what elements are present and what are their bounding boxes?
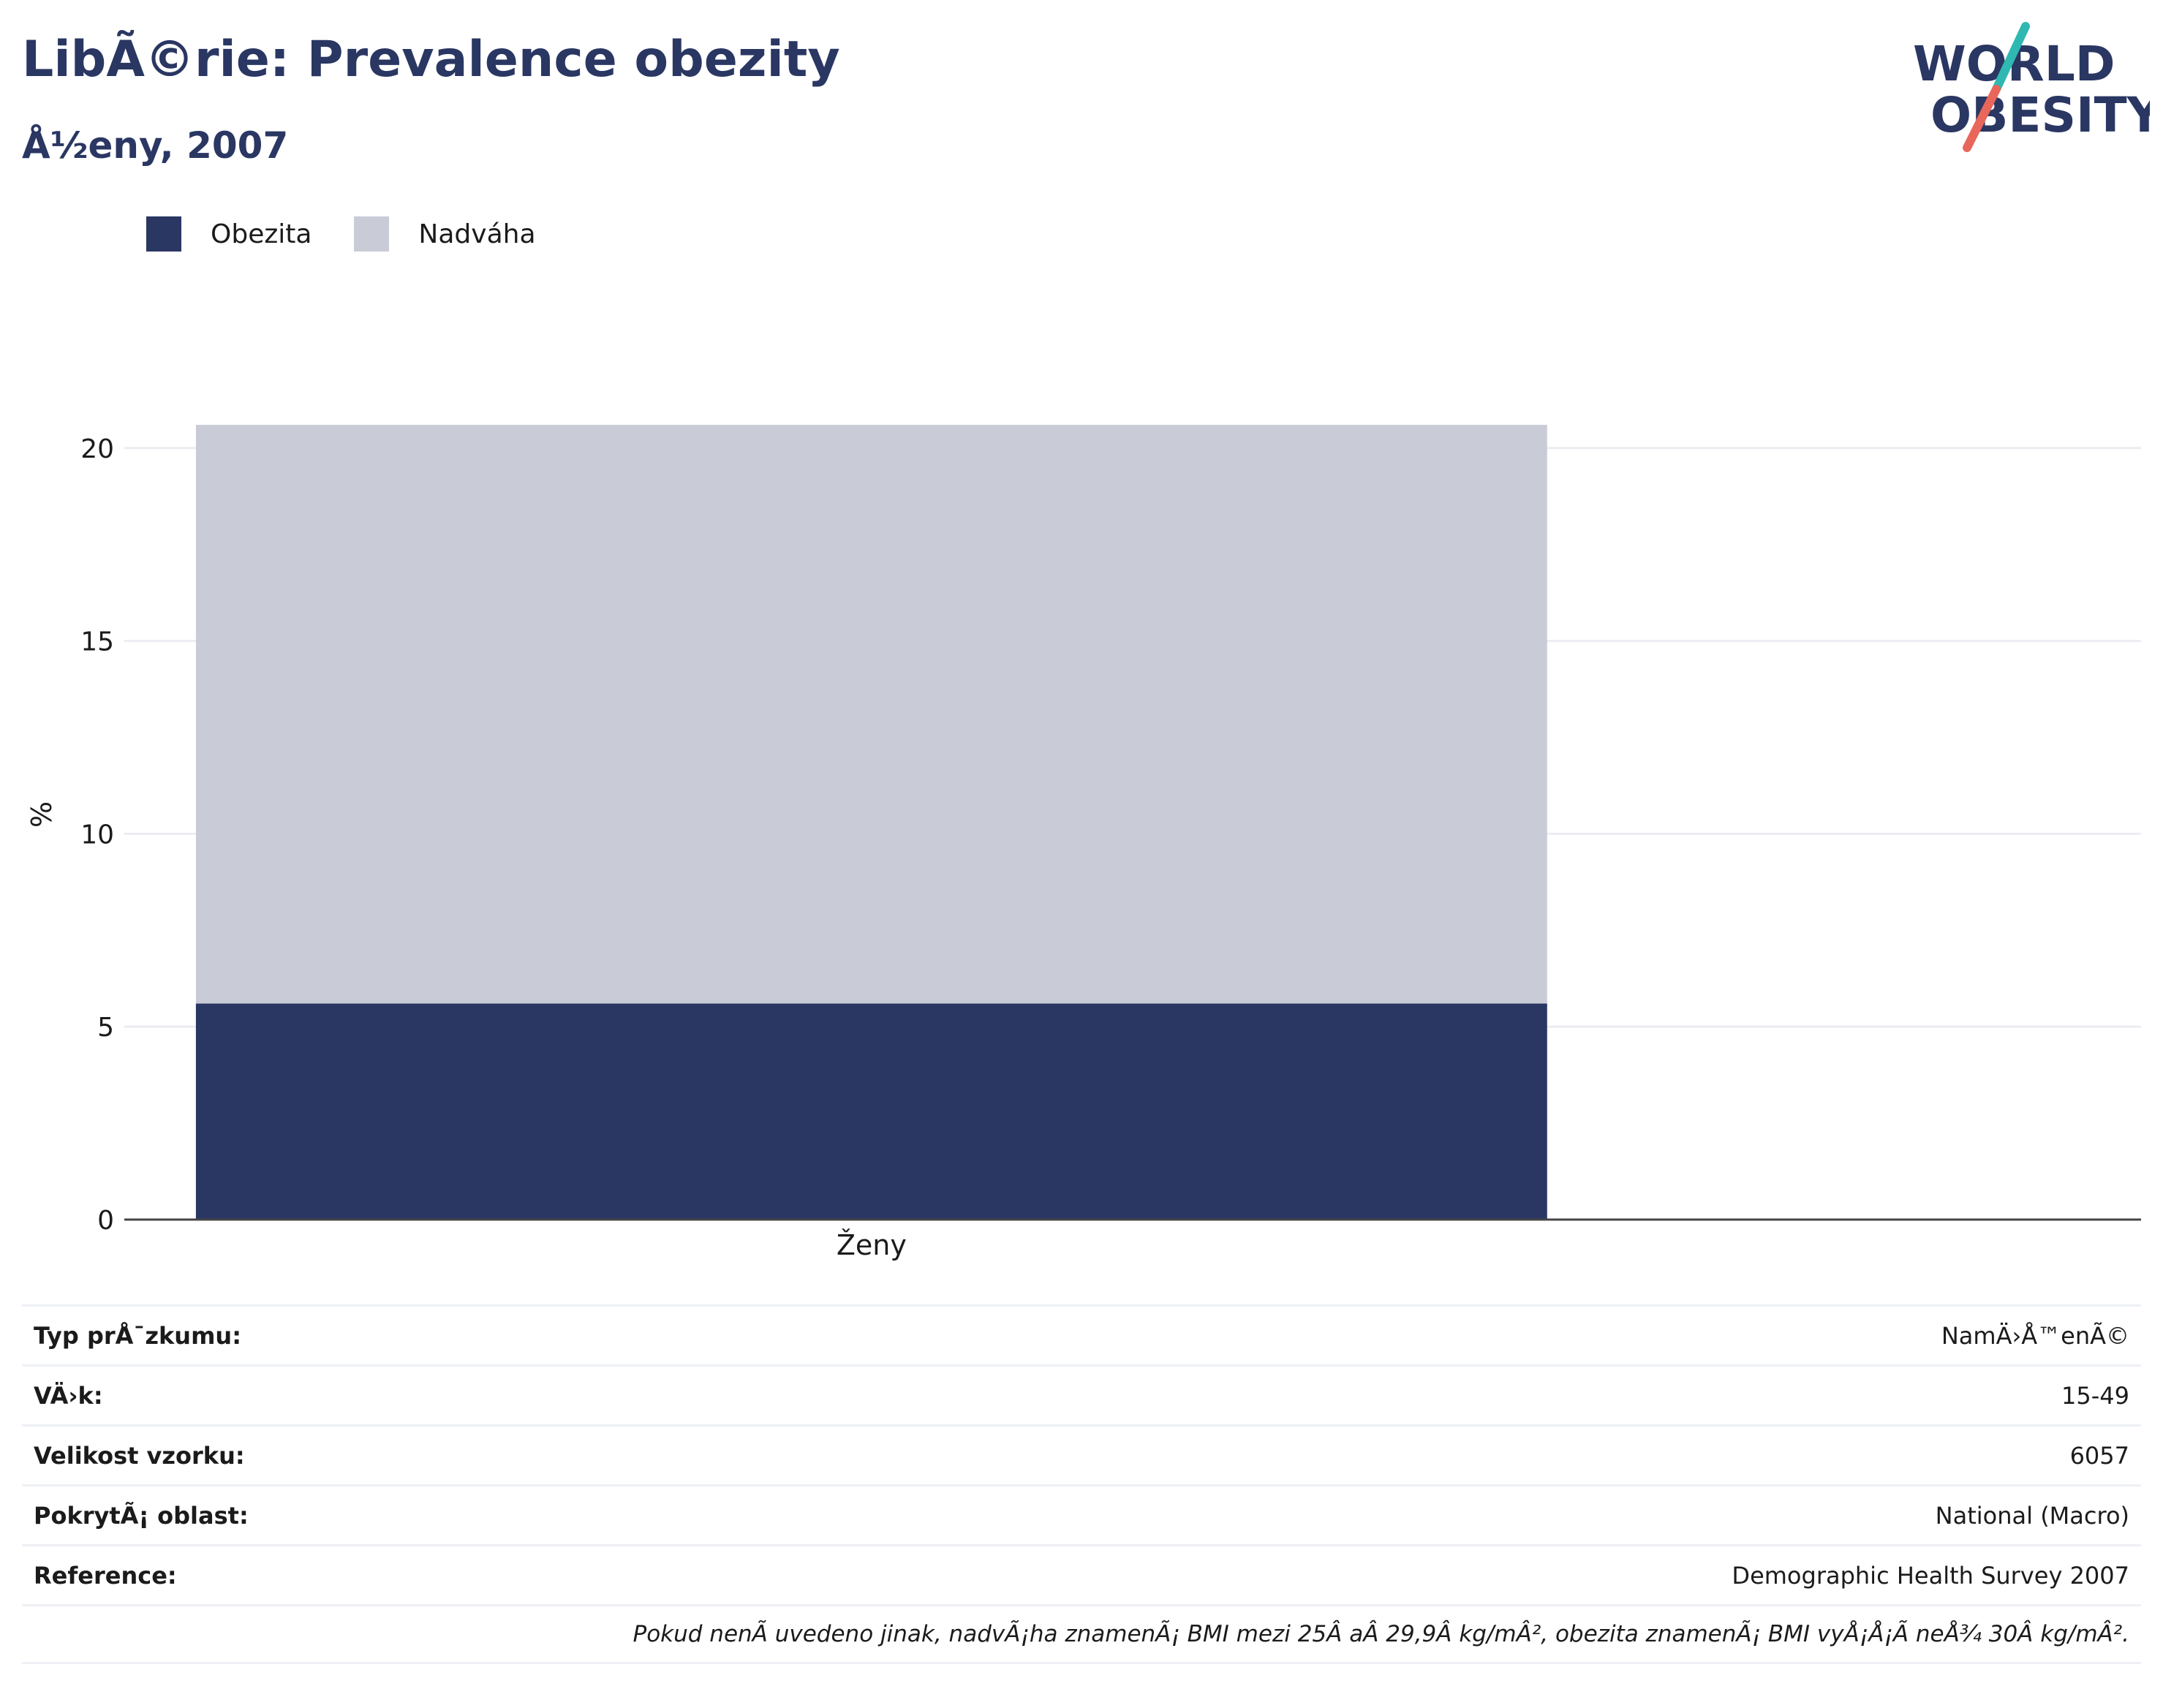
info-label: Velikost vzorku: (34, 1441, 245, 1470)
y-tick-label: 20 (80, 434, 114, 464)
bar-obezita (195, 1003, 1547, 1220)
info-label: Typ prÅ¯zkumu: (34, 1321, 241, 1350)
x-tick-label: Ženy (837, 1229, 907, 1261)
chart-title: LibÃ©rie: Prevalence obezity (22, 31, 840, 88)
bmi-definition-note: Pokud nenÃ uvedeno jinak, nadvÃ¡ha zname… (633, 1621, 2129, 1647)
info-row-area-covered: PokrytÃ¡ oblast: National (Macro) (22, 1484, 2141, 1544)
y-tick-label: 15 (80, 627, 114, 657)
legend-swatch-nadvaha (354, 216, 390, 252)
y-axis-label: % (26, 801, 58, 828)
y-tick-label: 10 (80, 820, 114, 850)
info-row-note: Pokud nenÃ uvedeno jinak, nadvÃ¡ha zname… (22, 1604, 2141, 1664)
survey-info-table: Typ prÅ¯zkumu: NamÄ›Å™enÃ© VÄ›k: 15-49 V… (22, 1304, 2141, 1664)
logo-text-obesity: OBESITY (1930, 87, 2150, 143)
legend-item-obezita[interactable]: Obezita (146, 216, 312, 252)
logo-slash-teal (1992, 22, 2030, 94)
legend-label-nadvaha: Nadváha (418, 219, 536, 249)
info-value: 15-49 (2061, 1381, 2129, 1410)
info-row-age: VÄ›k: 15-49 (22, 1364, 2141, 1424)
info-label: PokrytÃ¡ oblast: (34, 1501, 249, 1530)
info-row-sample-size: Velikost vzorku: 6057 (22, 1424, 2141, 1484)
legend-swatch-obezita (146, 216, 181, 252)
legend-label-obezita: Obezita (211, 219, 312, 249)
info-row-reference: Reference: Demographic Health Survey 200… (22, 1544, 2141, 1604)
chart-legend: Obezita Nadváha (146, 216, 578, 252)
info-value: National (Macro) (1935, 1501, 2129, 1530)
world-obesity-logo: WORLD OBESITY (1913, 22, 2150, 152)
bar-nadv-ha (195, 425, 1547, 1004)
stacked-bar-chart: 0 5 10 15 20% Ženy (26, 425, 2141, 1261)
info-value: Demographic Health Survey 2007 (1732, 1561, 2129, 1590)
y-tick-label: 0 (97, 1206, 114, 1236)
info-row-survey-type: Typ prÅ¯zkumu: NamÄ›Å™enÃ© (22, 1304, 2141, 1364)
info-label: VÄ›k: (34, 1381, 103, 1410)
info-value: NamÄ›Å™enÃ© (1941, 1321, 2129, 1350)
legend-item-nadvaha[interactable]: Nadváha (354, 216, 536, 252)
logo-slash-coral (1963, 85, 2001, 152)
info-label: Reference: (34, 1561, 177, 1590)
chart-subtitle: Å½eny, 2007 (22, 124, 289, 167)
y-tick-label: 5 (97, 1013, 114, 1043)
info-value: 6057 (2069, 1441, 2129, 1470)
